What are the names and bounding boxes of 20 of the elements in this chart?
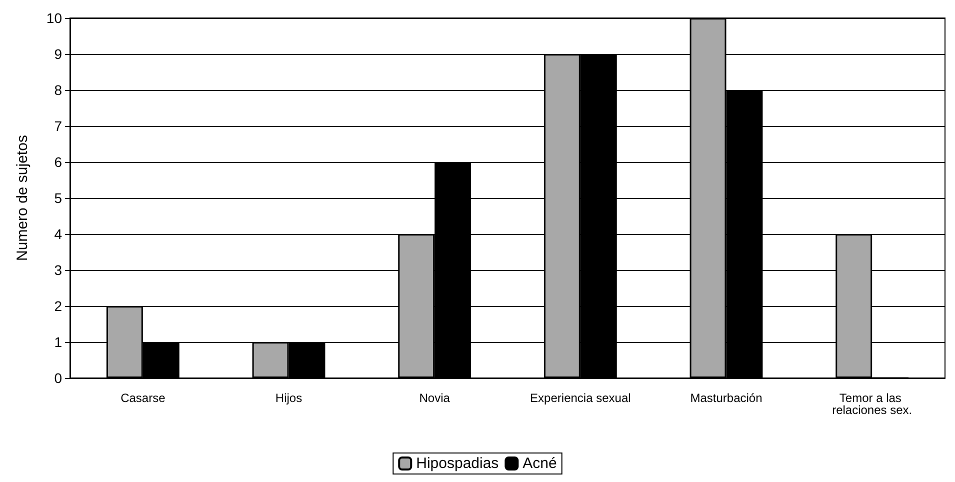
- y-tick-label: 9: [54, 46, 62, 62]
- legend-label: Hipospadias: [416, 455, 499, 472]
- y-tick-label: 2: [54, 298, 62, 314]
- legend-label: Acné: [522, 455, 557, 472]
- x-tick-label: Experiencia sexual: [530, 391, 631, 405]
- x-tick-label: Temor a las relaciones sex.: [832, 391, 912, 417]
- y-tick-label: 8: [54, 82, 62, 98]
- y-tick-label: 6: [54, 154, 62, 170]
- x-tick-label: Novia: [419, 391, 450, 405]
- y-tick-label: 0: [54, 370, 62, 386]
- y-tick-label: 1: [54, 334, 62, 350]
- x-tick-label: Masturbación: [690, 391, 762, 405]
- y-tick-label: 7: [54, 118, 62, 134]
- y-tick-label: 10: [46, 10, 62, 26]
- y-axis-title: Numero de sujetos: [14, 135, 31, 261]
- x-tick-label: Casarse: [120, 391, 166, 405]
- y-tick-label: 4: [54, 226, 62, 242]
- y-tick-label: 5: [54, 190, 62, 206]
- y-tick-label: 3: [54, 262, 62, 278]
- x-tick-label: Hijos: [275, 391, 302, 405]
